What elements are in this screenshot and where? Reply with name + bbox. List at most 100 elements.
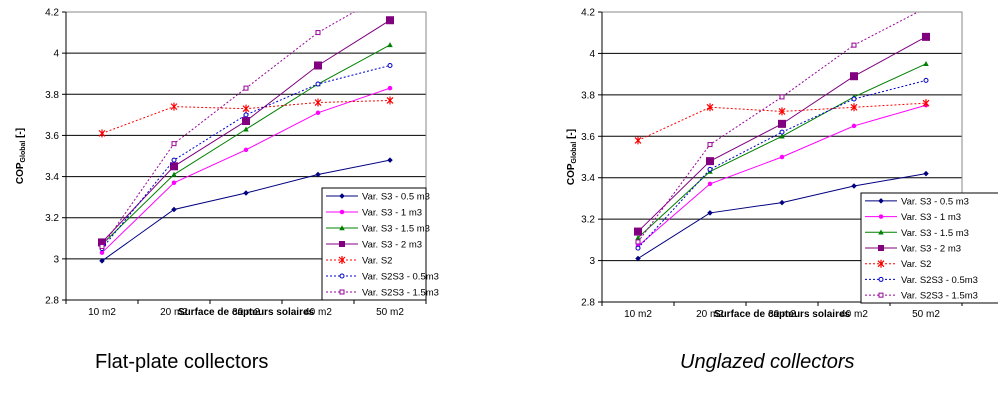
legend-label: Var. S3 - 1.5 m3 xyxy=(901,228,969,239)
data-point xyxy=(170,162,178,171)
data-point xyxy=(243,85,249,91)
y-tick-label: 2.8 xyxy=(581,298,595,309)
data-point xyxy=(635,245,641,251)
legend-swatch-marker xyxy=(878,229,884,235)
data-point xyxy=(243,112,249,118)
legend-label: Var. S3 - 1 m3 xyxy=(362,208,422,219)
data-point xyxy=(171,171,177,177)
legend: Var. S3 - 0.5 m3 Var. S3 - 1 m3 Var. S3 - … xyxy=(860,192,998,304)
data-point xyxy=(850,103,858,112)
x-axis-title: Surface de capteurs solaires xyxy=(178,307,315,318)
data-point xyxy=(242,104,250,113)
data-point xyxy=(386,16,394,25)
data-point xyxy=(635,239,641,245)
data-point xyxy=(99,258,105,264)
legend-swatch-marker xyxy=(878,214,884,219)
data-point xyxy=(706,157,714,166)
legend-label: Var. S3 - 1 m3 xyxy=(901,212,961,223)
data-point xyxy=(315,81,321,87)
legend-swatch-marker xyxy=(339,225,345,231)
y-tick-label: 4 xyxy=(53,49,59,60)
x-tick-label: 10 m2 xyxy=(624,309,652,320)
data-point xyxy=(98,238,106,247)
chart-1: 2.8 3 3.2 3.4 3.6 3.8 4 4.2 10 m2 20 m2 30 m2 40 m2… xyxy=(566,6,998,320)
legend-label: Var. S3 - 1.5 m3 xyxy=(362,224,430,235)
x-tick-label: 10 m2 xyxy=(88,307,116,318)
caption-flat-plate: Flat-plate collectors xyxy=(95,351,269,373)
data-point xyxy=(171,206,177,213)
data-point xyxy=(779,129,785,135)
data-point xyxy=(707,166,713,172)
y-tick-label: 2.8 xyxy=(45,296,59,307)
legend-label: Var. S2S3 - 0.5m3 xyxy=(362,272,439,283)
chart-0: 2.8 3 3.2 3.4 3.6 3.8 4 4.2 10 m2 20 m2 30 m2 40 m2… xyxy=(15,8,439,319)
data-point xyxy=(851,42,857,48)
legend-label: Var. S2S3 - 1.5m3 xyxy=(901,291,978,302)
data-point xyxy=(314,61,322,70)
legend-swatch-marker xyxy=(339,241,345,247)
data-point xyxy=(851,96,857,102)
data-point xyxy=(851,183,857,189)
y-tick-label: 4.2 xyxy=(45,8,59,19)
data-point xyxy=(707,181,713,187)
x-tick-label: 30 m2 xyxy=(232,307,260,318)
y-tick-label: 3 xyxy=(53,254,59,265)
data-point xyxy=(707,210,713,216)
legend-swatch-marker xyxy=(339,193,345,199)
y-axis-title-suffix: [-] xyxy=(15,128,26,141)
y-axis-title-main: COP xyxy=(15,162,26,184)
data-point xyxy=(98,129,106,138)
data-point xyxy=(170,102,178,111)
data-point xyxy=(923,170,929,177)
series-group xyxy=(634,6,930,262)
data-point xyxy=(924,6,928,10)
y-tick-label: 3.6 xyxy=(581,132,595,143)
data-point xyxy=(635,255,641,262)
data-point xyxy=(779,154,785,160)
data-point xyxy=(851,123,857,129)
data-point xyxy=(706,103,714,112)
y-tick-label: 3.6 xyxy=(45,131,59,142)
data-point xyxy=(850,72,858,81)
y-tick-label: 3.2 xyxy=(581,215,595,226)
x-tick-label: 50 m2 xyxy=(912,309,940,320)
data-point xyxy=(779,133,785,139)
y-tick-label: 3.2 xyxy=(45,213,59,224)
y-axis-title-suffix: [-] xyxy=(566,129,577,142)
data-point xyxy=(707,142,713,148)
legend-swatch-marker xyxy=(877,259,885,268)
x-tick-label: 40 m2 xyxy=(304,307,332,318)
series-group xyxy=(98,12,394,264)
y-axis-title-sub: Global xyxy=(20,141,27,163)
y-tick-label: 3.4 xyxy=(45,172,59,183)
legend-label: Var. S2S3 - 0.5m3 xyxy=(901,275,978,286)
y-tick-label: 3.8 xyxy=(581,90,595,101)
data-point xyxy=(387,85,393,91)
data-point xyxy=(171,180,177,185)
legend-swatch-marker xyxy=(878,292,884,298)
y-tick-label: 4 xyxy=(589,49,595,60)
legend-label: Var. S2 xyxy=(901,259,931,270)
data-point xyxy=(922,32,930,41)
data-point xyxy=(635,235,641,240)
y-axis-title-sub: Global xyxy=(571,142,578,164)
y-tick-label: 3 xyxy=(589,256,595,267)
legend-label: Var. S3 - 0.5 m3 xyxy=(901,196,969,207)
series-line-6 xyxy=(637,12,920,243)
legend-swatch-marker xyxy=(339,289,345,295)
legend: Var. S3 - 0.5 m3 Var. S3 - 1 m3 Var. S3 - … xyxy=(321,187,439,301)
data-point xyxy=(922,99,930,108)
series-line-5 xyxy=(101,65,391,249)
data-point xyxy=(99,250,105,255)
data-point xyxy=(314,98,322,107)
y-axis-title: COPGlobal [-] xyxy=(15,128,27,184)
data-point xyxy=(387,62,393,68)
data-point xyxy=(923,77,929,83)
legend-swatch-marker xyxy=(878,198,884,204)
y-axis-title-main: COP xyxy=(566,163,577,185)
data-point xyxy=(171,157,177,163)
caption-unglazed: Unglazed collectors xyxy=(680,351,855,373)
legend-label: Var. S3 - 2 m3 xyxy=(362,240,422,251)
data-point xyxy=(778,119,786,128)
